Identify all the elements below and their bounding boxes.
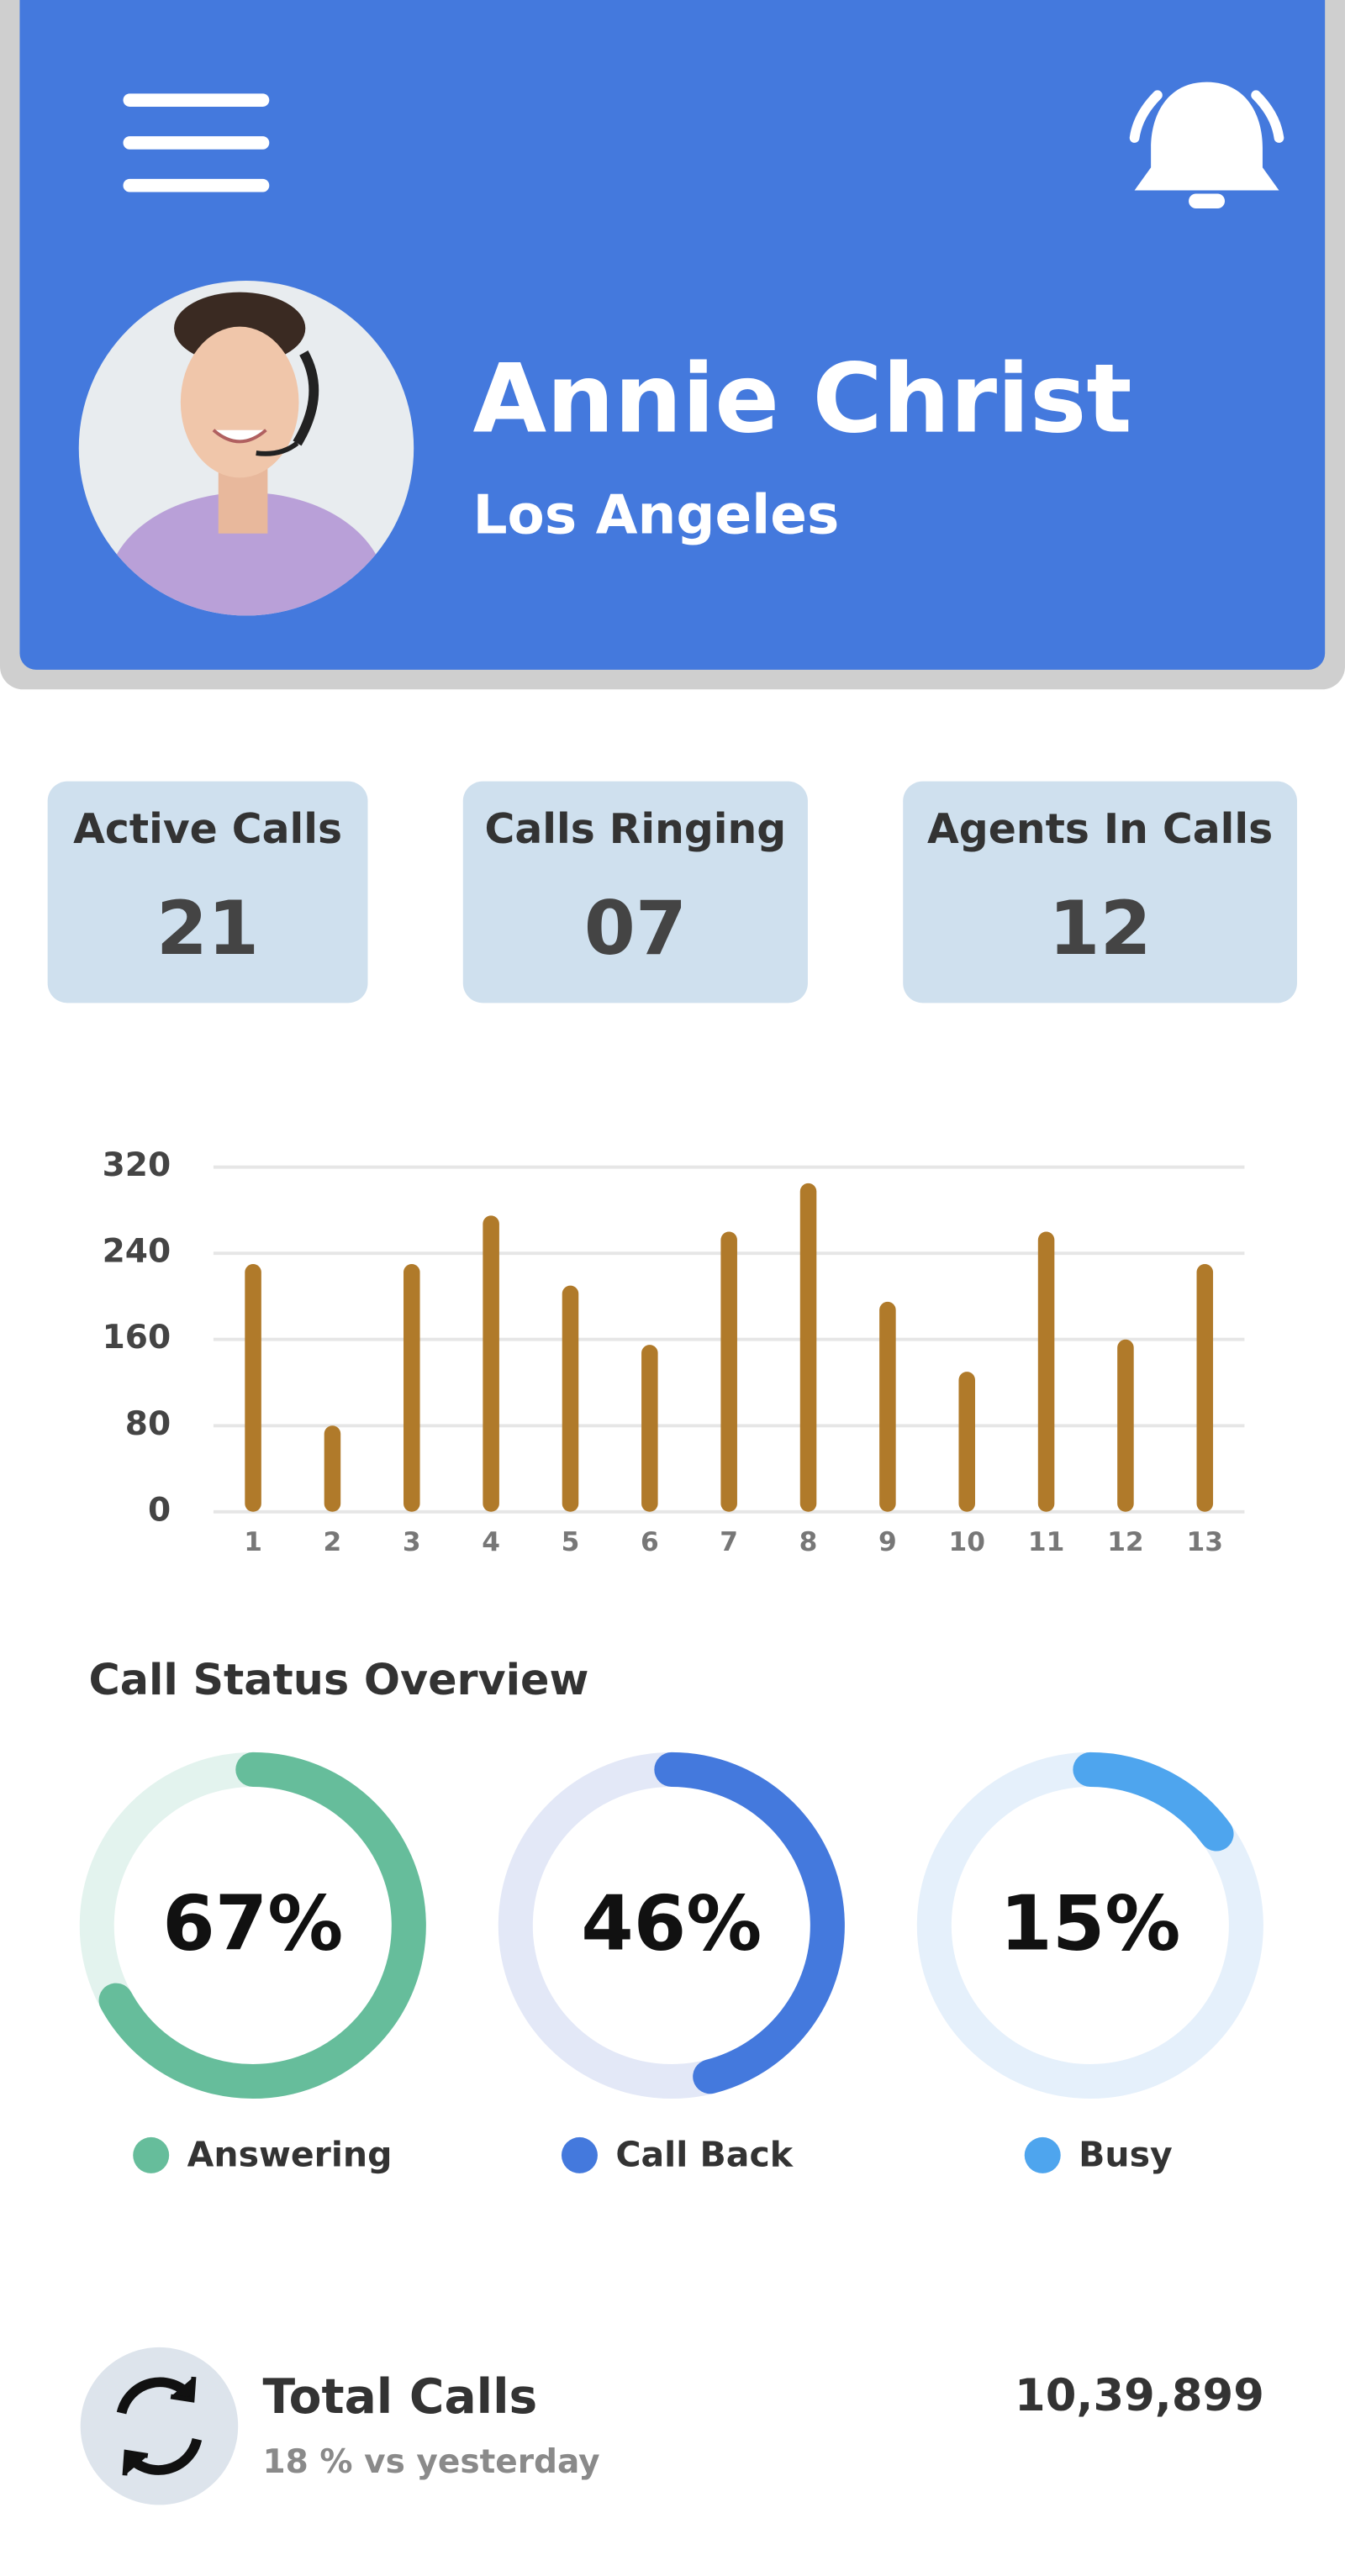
stat-card [462,781,808,1004]
refresh-button[interactable] [80,2347,239,2505]
y-tick-label: 160 [103,1319,171,1356]
total-value: 10,39,899 [1015,2370,1264,2421]
stats: Active Calls 21 Calls Ringing 07 Agents In C… [47,781,1297,1004]
legend-label: Answering [187,2134,393,2174]
y-tick-label: 0 [148,1491,171,1529]
bar [1037,1231,1055,1512]
bar [562,1285,579,1512]
stat-label: Active Calls [73,805,342,853]
stat-label: Calls Ringing [485,805,787,853]
notification-bell[interactable] [1129,82,1284,209]
x-tick-label: 11 [1028,1527,1064,1557]
x-tick-label: 9 [878,1527,897,1557]
legend-label: Call Back [615,2134,794,2174]
x-tick-label: 3 [403,1527,421,1557]
donut-label: 46% [581,1880,762,1968]
section-title: Call Status Overview [88,1655,588,1704]
x-tick-label: 8 [799,1527,818,1557]
bar [879,1301,896,1512]
user-location: Los Angeles [473,484,840,547]
bar [958,1372,976,1512]
bar [720,1231,737,1512]
avatar [78,280,414,616]
donuts: 67% Answering 46% Call Back 15% Busy [79,1752,1263,2174]
y-tick-label: 240 [103,1233,171,1271]
legend-label: Busy [1079,2134,1173,2174]
x-tick-label: 6 [641,1527,659,1557]
x-tick-label: 12 [1107,1527,1143,1557]
bar [245,1264,261,1512]
x-tick-label: 2 [324,1527,342,1557]
stat-value: 12 [1048,885,1151,972]
donut-arc [916,1752,1263,2099]
menu-button[interactable] [123,93,270,192]
bar [324,1425,341,1512]
stat-label: Agents In Calls [927,805,1273,853]
total-title: Total Calls [263,2369,538,2425]
user-name: Annie Christ [473,344,1132,455]
bar [1117,1339,1134,1512]
y-tick-label: 80 [125,1405,171,1443]
stat-value: 21 [156,885,259,972]
x-tick-label: 7 [720,1527,738,1557]
bar [483,1215,499,1512]
x-tick-label: 10 [949,1527,985,1557]
donut-arc [79,1752,426,2099]
bar [799,1183,817,1512]
stat-value: 07 [584,885,687,972]
bar [641,1345,658,1512]
bar [1196,1264,1214,1512]
legend-dot [133,2136,170,2173]
refresh-icon [116,2376,203,2476]
x-tick-label: 4 [482,1527,500,1557]
total-subtitle: 18 % vs yesterday [263,2443,600,2481]
donut-label: 67% [162,1880,343,1968]
x-tick-label: 1 [244,1527,262,1557]
legend-dot [1024,2136,1061,2173]
donut-arc [498,1752,845,2099]
stat-card [47,781,368,1004]
donut-label: 15% [1000,1880,1180,1968]
bar [404,1264,420,1512]
stat-card [903,781,1297,1004]
legend-dot [561,2136,598,2173]
x-tick-label: 5 [562,1527,580,1557]
x-tick-label: 13 [1187,1527,1223,1557]
y-tick-label: 320 [103,1146,171,1184]
